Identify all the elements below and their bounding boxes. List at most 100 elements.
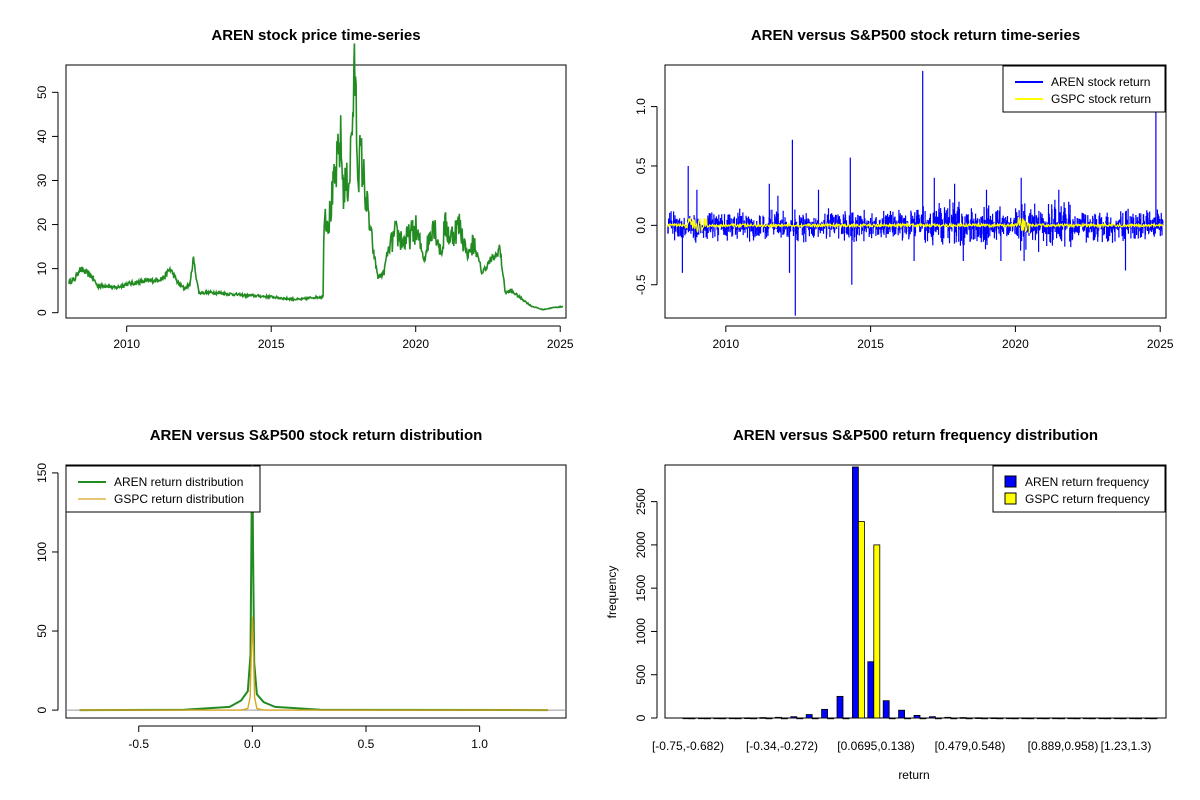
y-tick-label: -0.5 — [634, 274, 648, 295]
aren-frequency-bar — [944, 716, 952, 719]
plot-frame-1 — [65, 64, 567, 319]
gspc-frequency-bar — [688, 717, 696, 720]
aren-frequency-bar — [1098, 717, 1106, 720]
x-tick-label: 2025 — [547, 337, 574, 351]
aren-frequency-bar — [1113, 717, 1121, 720]
y-tick-label: 20 — [35, 218, 49, 232]
x-tick-label: 2025 — [1147, 337, 1174, 351]
aren-frequency-bar — [898, 709, 905, 719]
legend-frequency-label: GSPC return frequency — [1025, 492, 1150, 506]
y-tick-label: 0 — [35, 706, 49, 713]
gspc-frequency-bar — [950, 717, 958, 720]
y-tick-label: 40 — [35, 129, 49, 143]
y-axis-title: frequency — [605, 566, 619, 619]
aren-frequency-bar — [1083, 717, 1090, 720]
aren-frequency-bar — [1021, 717, 1029, 720]
gspc-frequency-bar — [1135, 717, 1142, 720]
legend-frequency-key — [1004, 475, 1017, 488]
gspc-frequency-bar — [750, 717, 757, 720]
category-tick-label: [0.479,0.548) — [935, 739, 1006, 753]
aren-frequency-bar — [836, 695, 844, 719]
gspc-frequency-bar — [1012, 717, 1019, 720]
legend-frequency-box — [992, 465, 1166, 513]
x-tick-label: 2015 — [857, 337, 884, 351]
aren-frequency-bar — [1036, 717, 1044, 720]
x-tick-label: -0.5 — [128, 737, 149, 751]
y-tick-label: 500 — [634, 664, 648, 684]
y-tick-label: 1.0 — [634, 98, 648, 115]
y-tick-label: 30 — [35, 173, 49, 187]
aren-frequency-bar — [990, 717, 998, 720]
category-tick-label: [0.889,0.958) — [1028, 739, 1099, 753]
aren-frequency-bar — [867, 661, 875, 719]
plot-frame-2 — [664, 64, 1167, 319]
category-tick-label: [-0.75,-0.682) — [652, 739, 724, 753]
gspc-frequency-bar — [904, 717, 911, 720]
category-tick-label: [-0.34,-0.272) — [746, 739, 818, 753]
aren-frequency-bar — [713, 717, 721, 720]
aren-return-series — [667, 70, 1164, 316]
aren-frequency-bar — [1052, 717, 1059, 720]
gspc-frequency-bar — [1027, 717, 1035, 720]
gspc-frequency-bar — [935, 717, 942, 720]
aren-frequency-bar — [744, 717, 751, 720]
legend-density-box — [65, 465, 261, 513]
chart-title-1: AREN stock price time-series — [211, 27, 420, 44]
gspc-frequency-bar — [888, 717, 896, 720]
aren-frequency-bar — [790, 716, 798, 719]
gspc-frequency-bar — [996, 717, 1004, 720]
gspc-frequency-bar — [734, 717, 742, 720]
y-tick-label: 150 — [35, 463, 49, 483]
x-tick-label: 2010 — [712, 337, 739, 351]
legend-density-label: AREN return distribution — [114, 475, 243, 489]
chart-title-2: AREN versus S&P500 stock return time-ser… — [751, 27, 1080, 44]
gspc-frequency-bar — [1073, 717, 1081, 720]
aren-frequency-bar — [821, 708, 828, 719]
plot-frame-3 — [65, 464, 567, 719]
gspc-frequency-bar — [1150, 717, 1158, 720]
legend-frequency-label: AREN return frequency — [1025, 475, 1149, 489]
gspc-frequency-bar — [719, 717, 727, 720]
legend-frequency-key — [1004, 492, 1017, 505]
legend-returns-label: GSPC stock return — [1051, 92, 1151, 106]
gspc-frequency-bar — [1104, 717, 1112, 720]
y-tick-label: 0.5 — [634, 157, 648, 174]
gspc-frequency-bar — [858, 521, 865, 719]
x-tick-label: 1.0 — [471, 737, 488, 751]
aren-frequency-bar — [882, 700, 890, 719]
y-tick-label: 1000 — [634, 618, 648, 645]
gspc-frequency-bar — [873, 544, 881, 719]
gspc-density-line — [79, 616, 548, 711]
y-tick-label: 2000 — [634, 531, 648, 558]
legend-returns-label: AREN stock return — [1051, 75, 1150, 89]
y-tick-label: 0 — [634, 714, 648, 721]
chart-title-4: AREN versus S&P500 return frequency dist… — [733, 427, 1098, 444]
x-tick-label: 2010 — [113, 337, 140, 351]
y-tick-label: 10 — [35, 262, 49, 276]
aren-frequency-bar — [1129, 717, 1136, 720]
aren-frequency-bar — [913, 715, 921, 719]
y-tick-label: 50 — [35, 85, 49, 99]
gspc-frequency-bar — [1042, 717, 1050, 720]
aren-frequency-bar — [1067, 717, 1075, 720]
x-tick-label: 2015 — [258, 337, 285, 351]
aren-frequency-bar — [1144, 717, 1152, 720]
gspc-frequency-bar — [1089, 717, 1096, 720]
gspc-frequency-bar — [965, 717, 973, 720]
price-series-line — [68, 43, 564, 311]
y-tick-label: 100 — [35, 542, 49, 562]
aren-frequency-bar — [698, 717, 705, 720]
gspc-frequency-bar — [781, 717, 788, 720]
x-tick-label: 2020 — [1002, 337, 1029, 351]
gspc-frequency-bar — [704, 717, 711, 720]
gspc-frequency-bar — [811, 717, 819, 720]
x-axis-title: return — [898, 768, 929, 782]
aren-frequency-bar — [682, 717, 690, 720]
aren-frequency-bar — [959, 717, 967, 719]
gspc-frequency-bar — [796, 717, 804, 720]
y-tick-label: 2500 — [634, 488, 648, 515]
gspc-frequency-bar — [765, 717, 773, 720]
chart-title-3: AREN versus S&P500 stock return distribu… — [150, 427, 483, 444]
aren-frequency-bar — [929, 716, 936, 719]
aren-frequency-bar — [759, 717, 767, 719]
